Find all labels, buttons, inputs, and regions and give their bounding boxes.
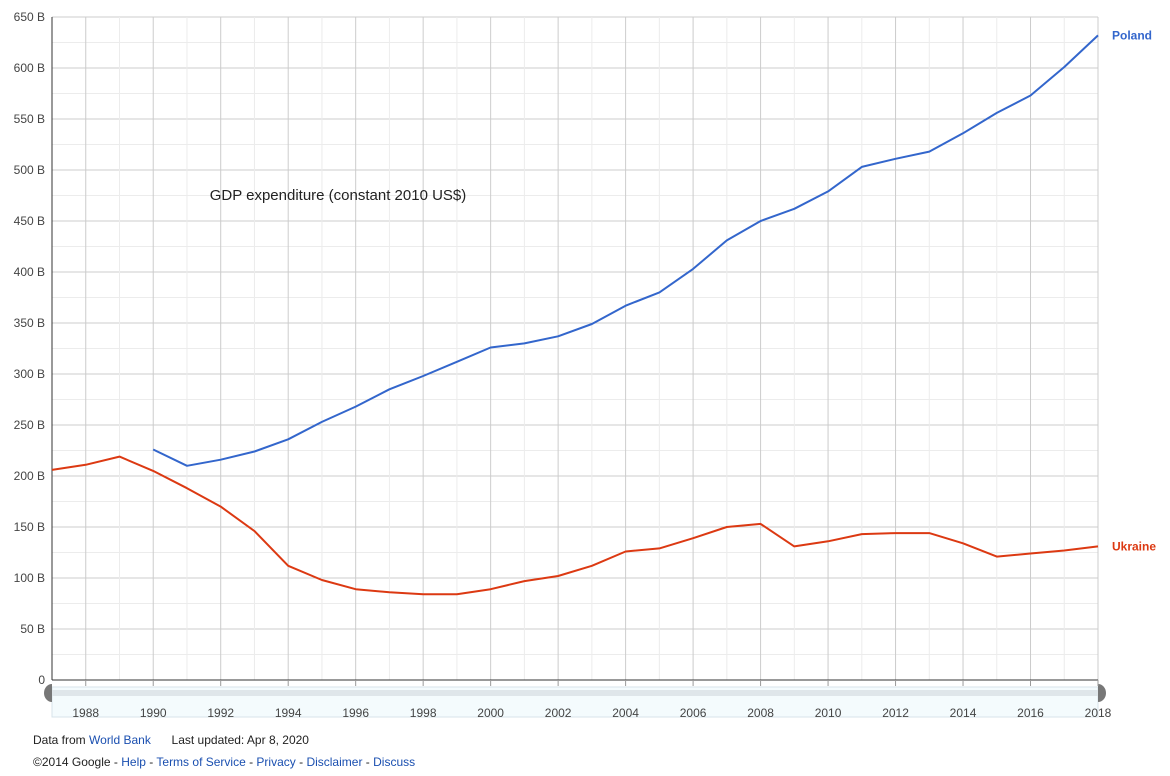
y-tick-label: 150 B xyxy=(14,520,45,534)
x-tick-label: 2012 xyxy=(882,706,909,720)
y-tick-label: 600 B xyxy=(14,61,45,75)
x-axis-ticks: 1988 1990 1992 1994 1996 1998 2000 2002 2004 2006… xyxy=(72,680,1112,720)
x-tick-label: 1998 xyxy=(410,706,437,720)
chart-grid xyxy=(51,16,1099,681)
series-label-ukraine: Ukraine xyxy=(1112,539,1156,553)
y-tick-label: 400 B xyxy=(14,265,45,279)
x-tick-label: 2014 xyxy=(950,706,977,720)
x-tick-label: 2004 xyxy=(612,706,639,720)
footer-links-line: ©2014 Google - Help - Terms of Service -… xyxy=(33,755,416,769)
y-tick-label: 100 B xyxy=(14,571,45,585)
x-tick-label: 1996 xyxy=(342,706,369,720)
y-tick-label: 0 xyxy=(38,673,45,687)
x-tick-label: 2010 xyxy=(815,706,842,720)
privacy-link[interactable]: Privacy xyxy=(256,755,296,769)
time-range-slider[interactable] xyxy=(44,684,1106,718)
disclaimer-link[interactable]: Disclaimer xyxy=(306,755,363,769)
x-tick-label: 1992 xyxy=(207,706,234,720)
x-tick-label: 2018 xyxy=(1085,706,1112,720)
x-tick-label: 1994 xyxy=(275,706,302,720)
y-tick-label: 350 B xyxy=(14,316,45,330)
footer-source-line: Data from World Bank Last updated: Apr 8… xyxy=(33,729,415,751)
copyright-text: ©2014 Google xyxy=(33,755,111,769)
y-tick-label: 50 B xyxy=(20,622,45,636)
terms-of-service-link[interactable]: Terms of Service xyxy=(156,755,246,769)
data-from-label: Data from xyxy=(33,733,86,747)
x-tick-label: 2000 xyxy=(477,706,504,720)
chart-footer: Data from World Bank Last updated: Apr 8… xyxy=(33,729,415,773)
series-label-poland: Poland xyxy=(1112,28,1152,42)
world-bank-link[interactable]: World Bank xyxy=(89,733,151,747)
help-link[interactable]: Help xyxy=(121,755,146,769)
x-tick-label: 1990 xyxy=(140,706,167,720)
y-tick-label: 250 B xyxy=(14,418,45,432)
series-line-ukraine xyxy=(51,455,1099,596)
x-tick-label: 1988 xyxy=(72,706,99,720)
slider-range-bar xyxy=(52,690,1098,696)
gdp-line-chart: 0 50 B 100 B 150 B 200 B 250 B 300 B 350 B 400 B… xyxy=(14,10,1157,720)
x-tick-label: 2008 xyxy=(747,706,774,720)
slider-left-handle xyxy=(44,684,52,702)
x-tick-label: 2006 xyxy=(680,706,707,720)
series-line-poland xyxy=(152,34,1099,467)
last-updated-text: Last updated: Apr 8, 2020 xyxy=(171,733,309,747)
series-labels: Poland Ukraine xyxy=(1112,28,1156,553)
x-tick-label: 2002 xyxy=(545,706,572,720)
chart-title: GDP expenditure (constant 2010 US$) xyxy=(210,187,467,204)
y-tick-label: 300 B xyxy=(14,367,45,381)
slider-right-handle xyxy=(1098,684,1106,702)
y-tick-label: 550 B xyxy=(14,112,45,126)
y-tick-label: 450 B xyxy=(14,214,45,228)
discuss-link[interactable]: Discuss xyxy=(373,755,416,769)
y-tick-label: 200 B xyxy=(14,469,45,483)
y-axis-ticks: 0 50 B 100 B 150 B 200 B 250 B 300 B 350 B 400 B… xyxy=(14,10,46,687)
y-tick-label: 650 B xyxy=(14,10,45,24)
y-tick-label: 500 B xyxy=(14,163,45,177)
chart-series xyxy=(51,34,1099,596)
x-tick-label: 2016 xyxy=(1017,706,1044,720)
